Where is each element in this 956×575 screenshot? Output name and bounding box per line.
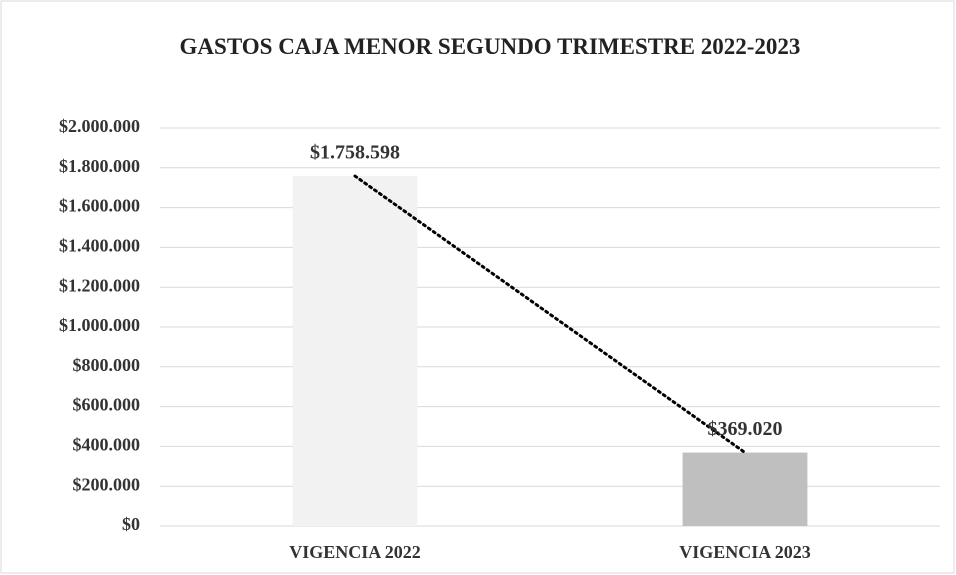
data-label: $369.020 xyxy=(708,418,783,440)
y-tick-label: $800.000 xyxy=(73,355,141,375)
y-tick-label: $400.000 xyxy=(73,435,141,455)
bar xyxy=(682,452,808,526)
y-tick-label: $200.000 xyxy=(73,474,141,494)
data-label: $1.758.598 xyxy=(310,142,400,164)
y-tick-label: $1.600.000 xyxy=(59,196,140,216)
y-tick-label: $0 xyxy=(122,514,140,534)
x-tick-label: VIGENCIA 2022 xyxy=(289,542,421,562)
y-tick-label: $1.400.000 xyxy=(59,236,140,256)
y-tick-label: $1.800.000 xyxy=(59,156,140,176)
y-tick-label: $1.200.000 xyxy=(59,275,140,295)
y-tick-label: $1.000.000 xyxy=(59,315,140,335)
y-tick-label: $600.000 xyxy=(73,395,141,415)
y-tick-label: $2.000.000 xyxy=(59,116,140,136)
chart-title: GASTOS CAJA MENOR SEGUNDO TRIMESTRE 2022… xyxy=(179,34,801,59)
x-tick-label: VIGENCIA 2023 xyxy=(679,542,811,562)
bar xyxy=(292,176,418,526)
trendline xyxy=(353,174,747,455)
